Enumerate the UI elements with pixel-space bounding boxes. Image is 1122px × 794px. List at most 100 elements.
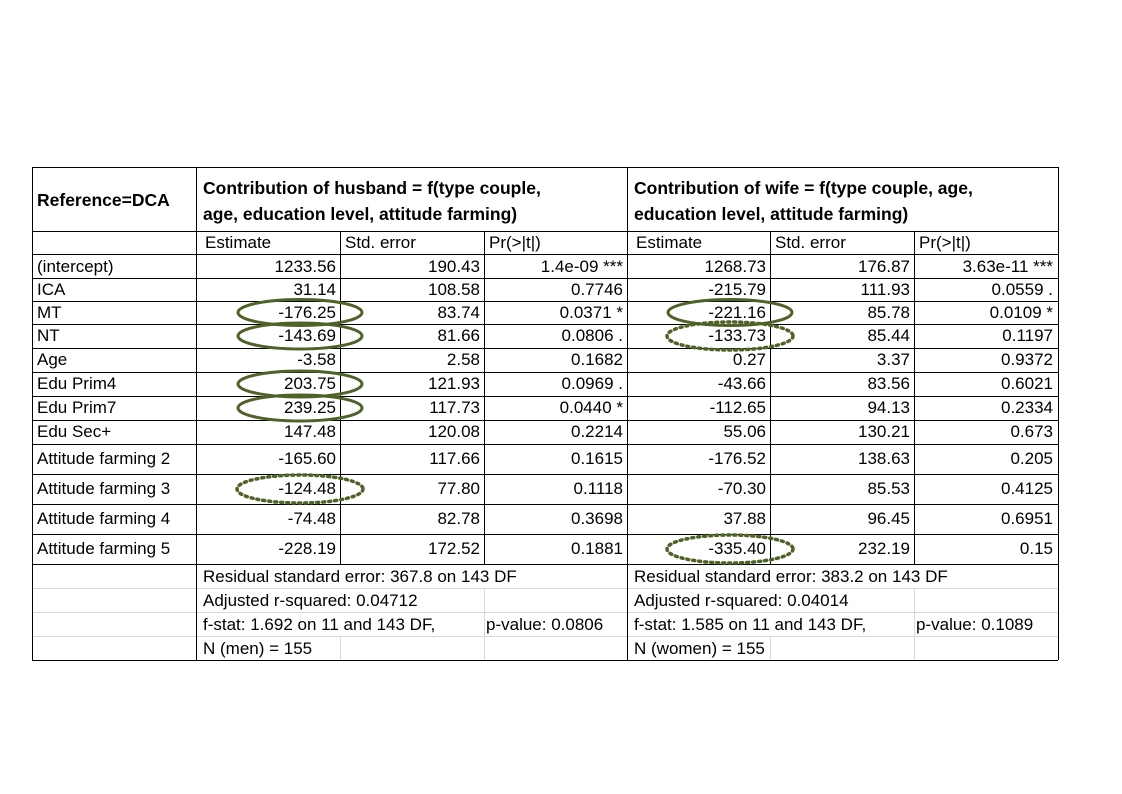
row-label: Edu Prim4 [37, 374, 117, 393]
wife-residual-se: Residual standard error: 383.2 on 143 DF [634, 567, 948, 586]
cell-h-se: 117.73 [429, 398, 480, 417]
cell-w-est: -112.65 [709, 398, 766, 417]
cell-h-se: 117.66 [429, 449, 480, 468]
cell-w-se: 232.19 [858, 539, 910, 558]
cell-h-se: 120.08 [428, 422, 480, 441]
cell-w-se: 83.56 [867, 374, 910, 393]
row-label: Edu Prim7 [37, 398, 117, 417]
cell-h-est: -3.58 [297, 350, 336, 369]
cell-w-est: 55.06 [723, 422, 766, 441]
row-label: MT [37, 302, 62, 322]
husband-f-stat: f-stat: 1.692 on 11 and 143 DF, [203, 615, 436, 634]
row-label: Age [37, 350, 68, 369]
column-header-pr-husband: Pr(>|t|) [489, 233, 541, 252]
cell-w-pr: 0.15 [1019, 539, 1053, 558]
cell-h-est: -124.48 [278, 479, 336, 498]
row-label: Edu Sec+ [37, 422, 112, 441]
cell-w-se: 85.78 [867, 302, 910, 322]
wife-n: N (women) = 155 [634, 639, 765, 658]
solid-highlight-ellipse [236, 369, 364, 399]
cell-h-pr: 0.0440 * [559, 398, 623, 417]
cell-w-est: -335.40 [708, 539, 766, 558]
cell-h-est: -74.48 [287, 509, 336, 528]
cell-w-pr: 0.0559 . [991, 279, 1053, 299]
column-header-estimate-wife: Estimate [636, 233, 703, 252]
wife-f-stat: f-stat: 1.585 on 11 and 143 DF, [634, 615, 867, 634]
cell-w-pr: 0.6021 [1001, 374, 1053, 393]
cell-h-pr: 0.1881 [571, 539, 623, 558]
cell-h-est: 203.75 [284, 374, 336, 393]
husband-adjusted-r-squared: Adjusted r-squared: 0.04712 [203, 591, 418, 610]
wife-adjusted-r-squared: Adjusted r-squared: 0.04014 [634, 591, 849, 610]
cell-h-est: 31.14 [293, 279, 336, 299]
cell-h-pr: 0.0371 * [559, 302, 623, 322]
cell-h-pr: 0.0806 . [561, 326, 623, 345]
solid-highlight-ellipse [236, 393, 364, 423]
cell-w-est: 37.88 [723, 509, 766, 528]
solid-highlight-ellipse [236, 298, 364, 327]
row-label: Attitude farming 3 [37, 479, 171, 498]
cell-w-pr: 0.205 [1010, 449, 1053, 468]
cell-h-pr: 0.2214 [571, 422, 623, 441]
cell-w-est: 1268.73 [704, 256, 766, 276]
dotted-highlight-ellipse [665, 533, 795, 565]
cell-h-est: -165.60 [278, 449, 336, 468]
cell-h-pr: 1.4e-09 *** [540, 256, 623, 276]
cell-w-pr: 0.2334 [1001, 398, 1053, 417]
cell-h-est: -176.25 [278, 302, 336, 322]
cell-w-se: 94.13 [867, 398, 910, 417]
cell-h-se: 108.58 [428, 279, 480, 299]
cell-h-se: 83.74 [437, 302, 480, 322]
cell-h-se: 2.58 [446, 350, 480, 369]
husband-n: N (men) = 155 [203, 639, 313, 658]
wife-p-value: p-value: 0.1089 [916, 615, 1034, 634]
cell-w-est: 0.27 [732, 350, 766, 369]
cell-w-pr: 0.9372 [1001, 350, 1053, 369]
cell-w-se: 176.87 [858, 256, 910, 276]
cell-h-est: 239.25 [284, 398, 336, 417]
husband-model-title-line2: age, education level, attitude farming) [203, 204, 518, 224]
cell-w-se: 85.44 [867, 326, 910, 345]
cell-w-est: -176.52 [708, 449, 766, 468]
cell-w-est: -215.79 [708, 279, 766, 299]
cell-h-se: 172.52 [428, 539, 480, 558]
cell-w-se: 85.53 [867, 479, 910, 498]
column-header-stderror-wife: Std. error [775, 233, 846, 252]
row-label: NT [37, 326, 60, 345]
cell-w-pr: 0.4125 [1001, 479, 1053, 498]
cell-w-se: 130.21 [858, 422, 910, 441]
wife-model-title-line1: Contribution of wife = f(type couple, ag… [634, 178, 973, 198]
cell-w-pr: 0.1197 [1002, 326, 1053, 345]
cell-h-est: 147.48 [284, 422, 336, 441]
cell-h-pr: 0.0969 . [561, 374, 623, 393]
cell-h-se: 82.78 [437, 509, 480, 528]
cell-w-est: -43.66 [717, 374, 766, 393]
cell-w-se: 3.37 [876, 350, 910, 369]
cell-h-se: 190.43 [428, 256, 480, 276]
row-label: ICA [37, 279, 66, 299]
solid-highlight-ellipse [666, 298, 794, 327]
cell-h-pr: 0.1615 [571, 449, 623, 468]
dotted-highlight-ellipse [235, 473, 365, 505]
cell-w-se: 138.63 [858, 449, 910, 468]
solid-highlight-ellipse [236, 321, 364, 351]
row-label: Attitude farming 4 [37, 509, 171, 528]
wife-model-title-line2: education level, attitude farming) [634, 204, 909, 224]
cell-h-pr: 0.1118 [573, 479, 623, 498]
husband-residual-se: Residual standard error: 367.8 on 143 DF [203, 567, 517, 586]
column-header-pr-wife: Pr(>|t|) [919, 233, 971, 252]
cell-h-pr: 0.7746 [571, 279, 623, 299]
cell-h-se: 81.66 [437, 326, 480, 345]
cell-h-pr: 0.1682 [571, 350, 623, 369]
column-header-stderror-husband: Std. error [345, 233, 416, 252]
cell-h-est: -228.19 [278, 539, 336, 558]
cell-w-est: -70.30 [717, 479, 766, 498]
husband-p-value: p-value: 0.0806 [486, 615, 604, 634]
reference-label: Reference=DCA [37, 190, 170, 210]
cell-h-pr: 0.3698 [571, 509, 623, 528]
cell-w-est: -133.73 [708, 326, 766, 345]
cell-w-se: 111.93 [860, 279, 910, 299]
cell-w-pr: 3.63e-11 *** [962, 256, 1053, 276]
